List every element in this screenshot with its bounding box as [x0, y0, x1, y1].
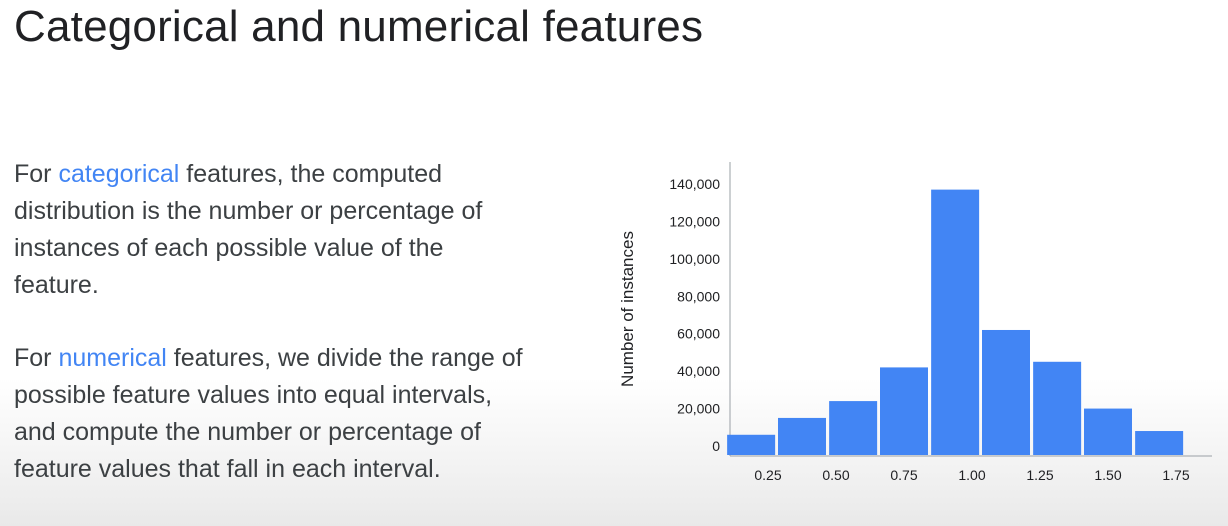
paragraph-body: features, we divide the range of possibl…	[14, 344, 523, 483]
paragraph-body: features, the computed distribution is t…	[14, 160, 483, 299]
y-tick-label: 140,000	[669, 176, 720, 192]
highlight-term-numerical: numerical	[58, 344, 167, 372]
y-axis-label: Number of instances	[618, 231, 637, 387]
histogram-bar	[1135, 431, 1184, 455]
histogram-bar	[829, 401, 878, 455]
histogram-bar	[931, 189, 980, 455]
histogram-bar	[1084, 408, 1132, 455]
categorical-paragraph: For categorical features, the computed d…	[14, 156, 534, 304]
y-tick-label: 20,000	[677, 401, 720, 417]
slide-title: Categorical and numerical features	[14, 2, 704, 51]
paragraph-prefix: For	[14, 160, 59, 188]
histogram-bar	[880, 367, 928, 455]
numerical-paragraph: For numerical features, we divide the ra…	[14, 340, 534, 488]
paragraph-prefix: For	[14, 344, 59, 372]
y-tick-label: 100,000	[669, 251, 720, 267]
y-tick-label: 40,000	[677, 363, 720, 379]
y-tick-label: 80,000	[677, 288, 720, 304]
histogram-chart: 0 20,000 40,000 60,000 80,000 100,000 120,000 1…	[618, 162, 1212, 483]
y-tick-label: 120,000	[669, 213, 720, 229]
histogram-bar	[778, 417, 826, 455]
x-tick-label: 0.25	[754, 467, 781, 483]
x-tick-label: 1.50	[1094, 467, 1121, 483]
x-tick-label: 1.75	[1162, 467, 1189, 483]
y-tick-label: 0	[712, 438, 720, 454]
x-tick-label: 1.00	[958, 467, 985, 483]
histogram-bar	[727, 434, 776, 455]
y-tick-label: 60,000	[677, 326, 720, 342]
x-tick-label: 1.25	[1026, 467, 1053, 483]
histogram-bar	[1033, 361, 1082, 455]
histogram-bar	[982, 329, 1030, 455]
highlight-term-categorical: categorical	[58, 160, 180, 188]
x-tick-label: 0.75	[890, 467, 917, 483]
x-tick-label: 0.50	[822, 467, 849, 483]
